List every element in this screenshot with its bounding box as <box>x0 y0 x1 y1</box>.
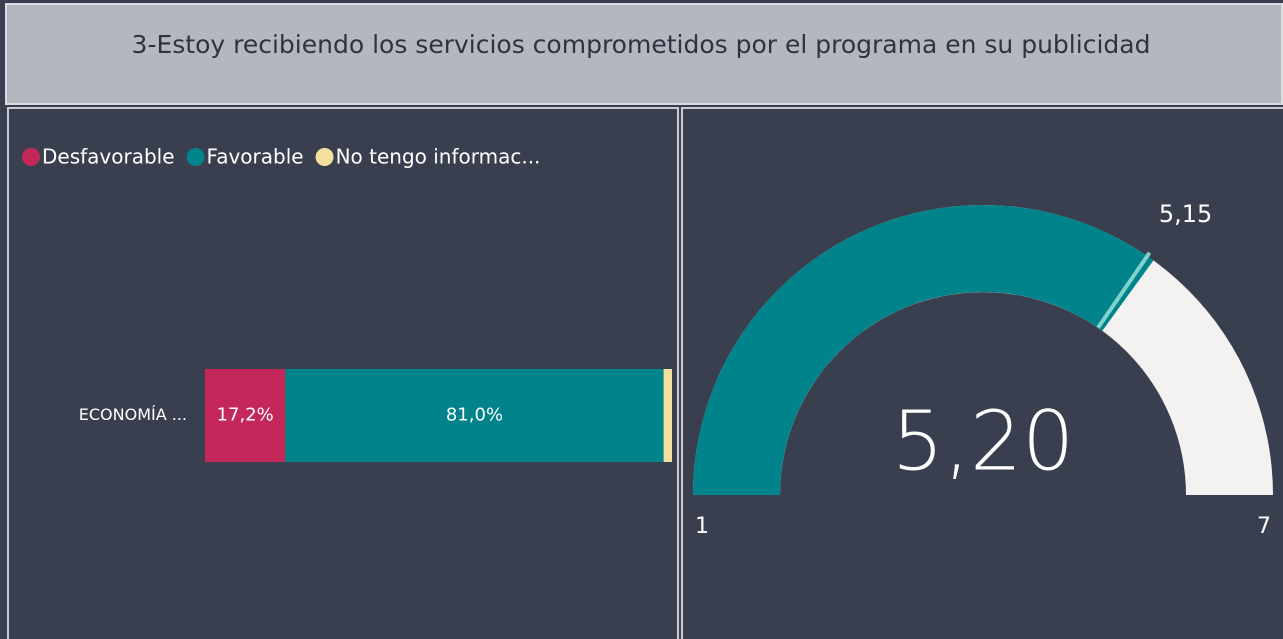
target-label: 5,15 <box>1159 200 1212 228</box>
data-label: 81,0% <box>446 405 503 426</box>
gauge-min-label: 1 <box>695 514 709 539</box>
legend-swatch <box>22 148 40 166</box>
bar-segment <box>285 369 664 462</box>
header-box <box>5 3 1283 105</box>
gauge-max-label: 7 <box>1257 514 1271 539</box>
legend-swatch <box>315 148 334 166</box>
left-panel <box>7 107 679 639</box>
data-label: 17,2% <box>217 405 274 426</box>
gauge-value <box>693 204 1154 495</box>
gauge-value-label: 5,20 <box>892 395 1075 490</box>
header-title: 3-Estoy recibiendo los servicios comprom… <box>132 30 1151 59</box>
y-tick-label: ECONOMÍA ... <box>79 405 187 424</box>
legend-label: No tengo informac... <box>336 145 541 169</box>
legend-label: Desfavorable <box>42 145 175 169</box>
right-panel <box>681 107 1283 639</box>
bar-segment <box>205 369 286 462</box>
legend-label: Favorable <box>207 145 304 169</box>
gauge-target <box>1096 251 1152 329</box>
legend-swatch <box>186 148 205 166</box>
bar-segment <box>663 369 672 462</box>
